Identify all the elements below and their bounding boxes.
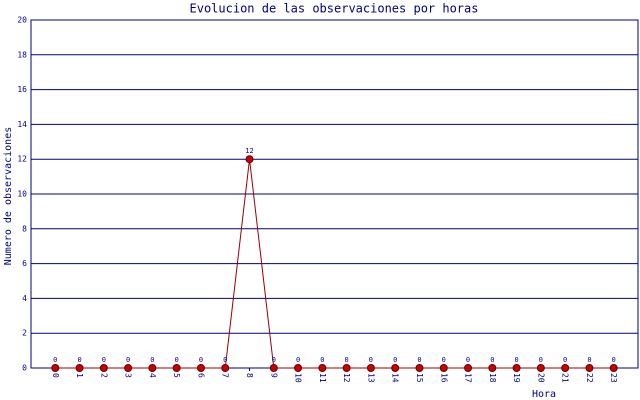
x-tick-label: 15 bbox=[415, 373, 424, 383]
data-label: 0 bbox=[223, 356, 227, 364]
data-label: 0 bbox=[369, 356, 373, 364]
y-tick-label: 2 bbox=[22, 329, 27, 338]
data-point bbox=[464, 364, 473, 372]
x-tick-label: 20 bbox=[536, 373, 545, 383]
data-point bbox=[221, 364, 230, 372]
data-label: 0 bbox=[345, 356, 349, 364]
x-tick-label: 5 bbox=[172, 373, 181, 378]
x-tick-label: 22 bbox=[585, 373, 594, 383]
data-point bbox=[318, 364, 327, 372]
series-line bbox=[55, 159, 614, 369]
data-label: 0 bbox=[514, 356, 518, 364]
x-tick-label: 1 bbox=[75, 373, 84, 378]
data-label: 0 bbox=[126, 356, 130, 364]
x-tick-label: 11 bbox=[318, 373, 327, 383]
y-tick-label: 6 bbox=[22, 259, 27, 268]
x-tick-label: 21 bbox=[561, 373, 570, 383]
data-label: 0 bbox=[490, 356, 494, 364]
data-label: 0 bbox=[442, 356, 446, 364]
data-label: 0 bbox=[320, 356, 324, 364]
y-tick-label: 10 bbox=[17, 190, 27, 199]
data-point bbox=[561, 364, 570, 372]
data-point bbox=[391, 364, 400, 372]
x-tick-label: 6 bbox=[196, 373, 205, 378]
x-tick-label: 3 bbox=[124, 373, 133, 378]
data-point bbox=[51, 364, 60, 372]
data-point bbox=[148, 364, 157, 372]
data-point bbox=[488, 364, 497, 372]
data-label: 0 bbox=[587, 356, 591, 364]
y-tick-label: 0 bbox=[22, 364, 27, 373]
y-tick-label: 4 bbox=[22, 294, 27, 303]
data-label: 0 bbox=[563, 356, 567, 364]
data-point bbox=[245, 155, 254, 164]
data-point bbox=[415, 364, 424, 372]
data-label: 0 bbox=[77, 356, 81, 364]
chart-title: Evolucion de las observaciones por horas bbox=[190, 2, 479, 16]
data-point bbox=[99, 364, 108, 372]
x-tick-label: 19 bbox=[512, 373, 521, 383]
data-point bbox=[196, 364, 205, 372]
data-label: 0 bbox=[612, 356, 616, 364]
data-point bbox=[294, 364, 303, 372]
x-tick-label: 4 bbox=[148, 373, 157, 378]
x-tick-label: 9 bbox=[269, 373, 278, 378]
y-tick-label: 18 bbox=[17, 50, 27, 59]
x-tick-label: 0 bbox=[51, 373, 60, 378]
x-tick-label: 17 bbox=[464, 373, 473, 383]
x-tick-label: 18 bbox=[488, 373, 497, 383]
x-tick-label: 23 bbox=[609, 373, 618, 383]
x-tick-label: 7 bbox=[221, 373, 230, 378]
y-axis-label: Numero de observaciones bbox=[3, 127, 14, 265]
data-point bbox=[609, 364, 618, 372]
data-point bbox=[124, 364, 133, 372]
x-tick-label: 16 bbox=[439, 373, 448, 383]
data-point bbox=[269, 364, 278, 372]
x-axis-label: Hora bbox=[532, 389, 556, 400]
data-point bbox=[536, 364, 545, 372]
data-point bbox=[366, 364, 375, 372]
data-point bbox=[439, 364, 448, 372]
data-label: 0 bbox=[175, 356, 179, 364]
x-tick-label: 14 bbox=[391, 373, 400, 383]
data-label: 0 bbox=[53, 356, 57, 364]
data-label: 0 bbox=[199, 356, 203, 364]
data-label: 0 bbox=[102, 356, 106, 364]
data-point bbox=[585, 364, 594, 372]
y-tick-label: 14 bbox=[17, 120, 27, 129]
data-label: 12 bbox=[245, 147, 253, 155]
y-tick-label: 16 bbox=[17, 85, 27, 94]
data-label: 0 bbox=[150, 356, 154, 364]
x-tick-label: 10 bbox=[294, 373, 303, 383]
data-point bbox=[342, 364, 351, 372]
data-label: 0 bbox=[417, 356, 421, 364]
data-label: 0 bbox=[466, 356, 470, 364]
data-point bbox=[75, 364, 84, 372]
x-tick-label: 8 bbox=[245, 373, 254, 378]
y-tick-label: 8 bbox=[22, 224, 27, 233]
y-tick-label: 12 bbox=[17, 155, 27, 164]
x-tick-label: 13 bbox=[366, 373, 375, 383]
data-label: 0 bbox=[296, 356, 300, 364]
y-tick-label: 20 bbox=[17, 16, 27, 25]
data-label: 0 bbox=[539, 356, 543, 364]
data-label: 0 bbox=[272, 356, 276, 364]
x-tick-label: 2 bbox=[99, 373, 108, 378]
x-tick-label: 12 bbox=[342, 373, 351, 383]
data-label: 0 bbox=[393, 356, 397, 364]
data-point bbox=[512, 364, 521, 372]
data-point bbox=[172, 364, 181, 372]
